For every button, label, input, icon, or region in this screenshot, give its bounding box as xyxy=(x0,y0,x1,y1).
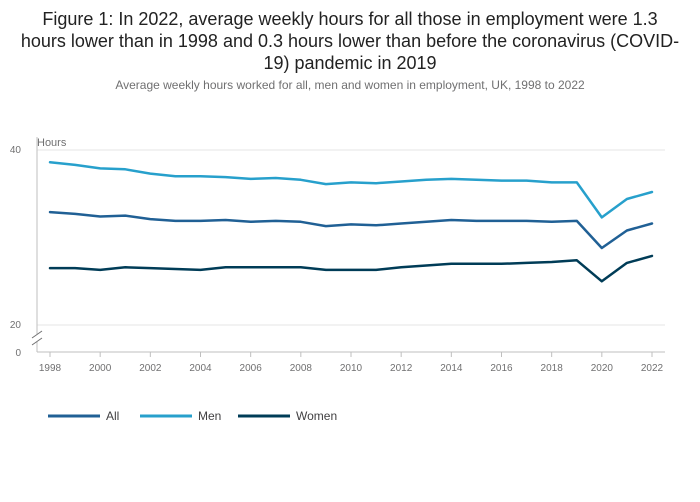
legend-label-all: All xyxy=(106,409,119,423)
series-lines xyxy=(48,161,654,283)
legend-label-men: Men xyxy=(198,409,221,423)
x-tick-label: 2002 xyxy=(139,363,162,374)
y-tick-label: 20 xyxy=(10,320,22,331)
y-tick-label: 40 xyxy=(10,145,22,156)
x-tick-label: 2022 xyxy=(641,363,664,374)
x-tick-label: 2004 xyxy=(189,363,212,374)
x-tick-label: 1998 xyxy=(39,363,62,374)
chart-subtitle: Average weekly hours worked for all, men… xyxy=(115,78,585,92)
x-tick-label: 2006 xyxy=(240,363,263,374)
x-tick-label: 2018 xyxy=(541,363,564,374)
axis-break-mark-1 xyxy=(31,330,43,339)
axes: 40 20 0 Hours 1998 2000 2002 2004 2006 2008 2010 20… xyxy=(10,137,665,374)
series-line-women xyxy=(48,254,654,283)
axis-break-mark-2 xyxy=(31,337,43,346)
x-tick-label: 2008 xyxy=(290,363,313,374)
x-tick-label: 2010 xyxy=(340,363,363,374)
chart-title: Figure 1: In 2022, average weekly hours … xyxy=(20,9,680,73)
x-tick-label: 2014 xyxy=(440,363,463,374)
x-tick-label: 2020 xyxy=(591,363,614,374)
legend-label-women: Women xyxy=(296,409,337,423)
x-tick-label: 2012 xyxy=(390,363,413,374)
y-tick-label-zero: 0 xyxy=(15,348,21,359)
x-tick-label: 2000 xyxy=(89,363,112,374)
series-line-men xyxy=(48,161,654,219)
legend: All Men Women xyxy=(48,409,337,423)
gridlines xyxy=(37,149,665,326)
series-line-all xyxy=(48,210,654,250)
y-axis-label: Hours xyxy=(37,137,67,149)
x-tick-label: 2016 xyxy=(490,363,513,374)
